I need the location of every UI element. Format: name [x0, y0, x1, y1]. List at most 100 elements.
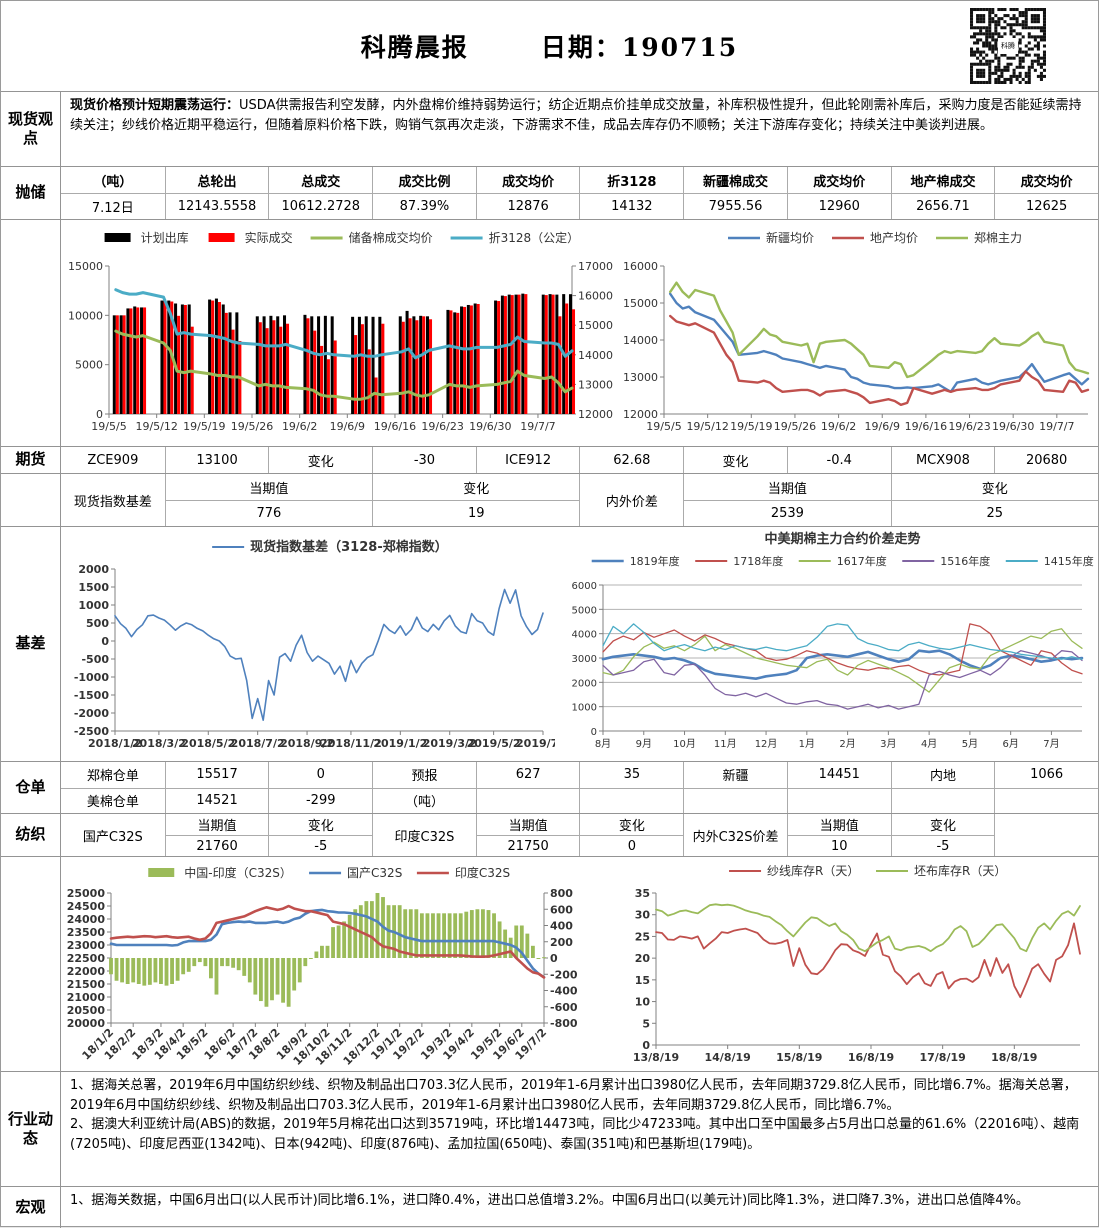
textile-charts-row: 中国-印度（C32S） 国产C32S 印度C32S 20000 20500 21000 21… — [1, 856, 1098, 1071]
svg-text:200: 200 — [550, 936, 573, 949]
svg-text:-1000: -1000 — [74, 671, 110, 684]
table-cell: 12143.5558 — [164, 193, 269, 219]
table-cell: 现货指数基差 — [73, 494, 152, 510]
table-cell: 10 — [786, 835, 891, 856]
reserve-auction-chart-svg: 计划出库 实际成交 储备棉成交均价 折3128（公定） 0 5000 10000 15000 1… — [68, 230, 613, 433]
svg-text:1415年度: 1415年度 — [1044, 554, 1094, 568]
svg-text:-2000: -2000 — [74, 707, 110, 720]
svg-text:6000: 6000 — [572, 581, 597, 592]
table-cell: 预报 — [372, 762, 476, 788]
svg-text:13000: 13000 — [623, 371, 658, 384]
svg-text:23000: 23000 — [67, 939, 106, 952]
svg-text:12000: 12000 — [623, 408, 658, 421]
table-cell: 0 — [579, 835, 684, 856]
svg-text:15000: 15000 — [623, 297, 658, 310]
svg-text:9月: 9月 — [636, 738, 652, 750]
section-label-basis: 基差 — [1, 527, 61, 761]
table-cell: 当期值 — [164, 814, 269, 835]
svg-text:22500: 22500 — [67, 952, 106, 965]
section-label-spot: 现货观点 — [1, 92, 61, 166]
table-cell: 1066 — [994, 762, 1098, 788]
svg-text:19/5/19: 19/5/19 — [730, 420, 772, 433]
svg-text:-200: -200 — [550, 968, 578, 981]
table-cell: 7.12日 — [61, 193, 165, 219]
table-cell: -299 — [268, 787, 373, 813]
svg-text:19/6/9: 19/6/9 — [330, 420, 365, 433]
svg-text:500: 500 — [86, 617, 109, 630]
svg-text:16/8/19: 16/8/19 — [848, 1051, 894, 1064]
svg-text:800: 800 — [550, 887, 573, 900]
svg-text:2018/9/2: 2018/9/2 — [280, 737, 334, 750]
svg-text:19/5/5: 19/5/5 — [91, 420, 126, 433]
table-cell: 14451 — [786, 762, 891, 788]
svg-text:14/8/19: 14/8/19 — [705, 1051, 751, 1064]
table-cell: 当期值 — [683, 474, 890, 500]
table-cell: 总成交 — [268, 167, 372, 193]
table-cell: 印度C32S — [372, 814, 476, 856]
industry-section: 行业动态 1、据海关总署，2019年6月中国纺织纱线、织物及制品出口703.3亿… — [1, 1071, 1098, 1186]
table-cell: 10612.2728 — [268, 193, 373, 219]
svg-text:0: 0 — [101, 635, 109, 648]
svg-text:0: 0 — [96, 408, 103, 421]
svg-text:10: 10 — [635, 996, 651, 1009]
svg-text:19/7/7: 19/7/7 — [520, 420, 555, 433]
reserve-charts-row: 计划出库 实际成交 储备棉成交均价 折3128（公定） 0 5000 10000 15000 1… — [1, 219, 1098, 446]
svg-text:7月: 7月 — [1043, 738, 1059, 750]
svg-text:0: 0 — [642, 1039, 650, 1052]
table-cell: 当期值 — [164, 474, 372, 500]
table-cell: 21750 — [475, 835, 580, 856]
table-cell — [683, 787, 787, 813]
basis-charts-row: 基差 现货指数基差（3128-郑棉指数） -2500 -2000 -1500 -1000… — [1, 526, 1098, 761]
table-cell: 变化 — [268, 447, 372, 473]
spot-view-lead: 现货价格预计短期震荡运行： — [70, 98, 240, 113]
table-cell: 地产棉成交 — [890, 167, 995, 193]
table-cell: 成交均价 — [475, 167, 580, 193]
svg-text:折3128（公定）: 折3128（公定） — [489, 230, 580, 245]
svg-text:5: 5 — [642, 1017, 650, 1030]
svg-text:地产均价: 地产均价 — [870, 231, 918, 245]
basis-index-chart: 现货指数基差（3128-郑棉指数） -2500 -2000 -1500 -1000 -50… — [61, 527, 555, 761]
table-cell — [994, 814, 1098, 856]
table-cell: 13100 — [164, 447, 269, 473]
svg-text:24500: 24500 — [67, 900, 106, 913]
svg-text:-2500: -2500 — [74, 725, 110, 738]
table-cell: 2656.71 — [890, 193, 995, 219]
table-cell: 成交均价 — [994, 167, 1098, 193]
svg-text:30: 30 — [635, 909, 651, 922]
svg-text:18/8/19: 18/8/19 — [991, 1051, 1037, 1064]
warehouse-section: 仓单 郑棉仓单 15517 0 预报 627 35 新疆 14451 内地 1066 美棉仓单 145… — [1, 761, 1098, 813]
svg-text:400: 400 — [550, 920, 573, 933]
svg-text:20000: 20000 — [67, 1017, 106, 1030]
svg-text:19/6/16: 19/6/16 — [905, 420, 947, 433]
svg-text:19/5/19: 19/5/19 — [183, 420, 225, 433]
table-cell: 变化 — [268, 814, 372, 835]
table-cell: 19 — [372, 500, 580, 526]
svg-text:19/5/26: 19/5/26 — [774, 420, 816, 433]
section-label-empty-2 — [1, 474, 61, 526]
svg-text:4月: 4月 — [921, 738, 937, 750]
table-cell: 变化 — [890, 814, 995, 835]
spot-view-body: USDA供需报告利空发酵，内外盘棉价维持弱势运行；纺企近期点价挂单成交放量，补库… — [70, 98, 1082, 133]
table-cell: 62.68 — [579, 447, 683, 473]
table-cell: 变化 — [683, 447, 787, 473]
macro-section: 宏观 1、据海关数据，中国6月出口(以人民币计)同比增6.1%，进口降0.4%，… — [1, 1186, 1098, 1228]
svg-text:15000: 15000 — [68, 260, 103, 273]
svg-text:1500: 1500 — [78, 581, 109, 594]
table-cell: 627 — [475, 762, 580, 788]
svg-text:-1500: -1500 — [74, 689, 110, 702]
svg-text:19/5/26: 19/5/26 — [231, 420, 273, 433]
svg-text:2019/1/2: 2019/1/2 — [373, 737, 427, 750]
table-cell: 当期值 — [475, 814, 580, 835]
svg-text:12月: 12月 — [755, 738, 778, 750]
svg-text:-800: -800 — [550, 1017, 578, 1030]
c32s-yarn-chart-svg: 中国-印度（C32S） 国产C32S 印度C32S 20000205002100021… — [67, 865, 578, 1068]
table-cell: 0 — [268, 762, 372, 788]
table-cell: 776 — [164, 500, 373, 526]
svg-text:印度C32S: 印度C32S — [455, 865, 510, 880]
svg-text:13000: 13000 — [578, 378, 613, 391]
table-cell — [475, 787, 580, 813]
cn-us-spread-chart-svg: 中美期棉主力合约价差走势 1819年度 1718年度 1617年度 1516年度 1415… — [572, 531, 1094, 750]
svg-text:19/5/5: 19/5/5 — [646, 420, 681, 433]
svg-text:0: 0 — [591, 727, 597, 738]
svg-text:12000: 12000 — [578, 408, 613, 421]
